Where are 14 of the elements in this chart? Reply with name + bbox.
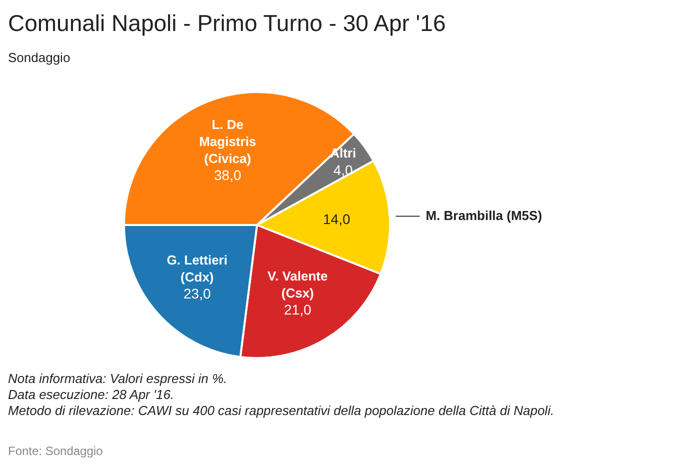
slice-label: V. Valente (Csx) (268, 268, 328, 300)
data-label: 38,0 (214, 167, 242, 184)
data-label: 23,0 (184, 286, 211, 302)
slice-label: G. Lettieri (Cdx) (166, 252, 228, 284)
slice-label: L. De Magistris (Civica) (199, 116, 256, 166)
source-note: Fonte: Sondaggio (8, 444, 103, 458)
text: Metodo di rilevazione: CAWI su 400 casi rappresentativi della popolazione della Città di Napoli. (8, 403, 554, 419)
slice-label: M. Brambilla (M5S) (426, 208, 542, 223)
text: Data esecuzione: 28 Apr '16. (8, 387, 176, 403)
data-label: 21,0 (284, 302, 312, 318)
text: Nota informativa: Valori espressi in %. (8, 371, 228, 387)
chart-title: Comunali Napoli - Primo Turno - 30 Apr '16 (8, 10, 446, 37)
data-label: 14,0 (323, 210, 350, 227)
chart-subtitle: Sondaggio (8, 50, 70, 65)
